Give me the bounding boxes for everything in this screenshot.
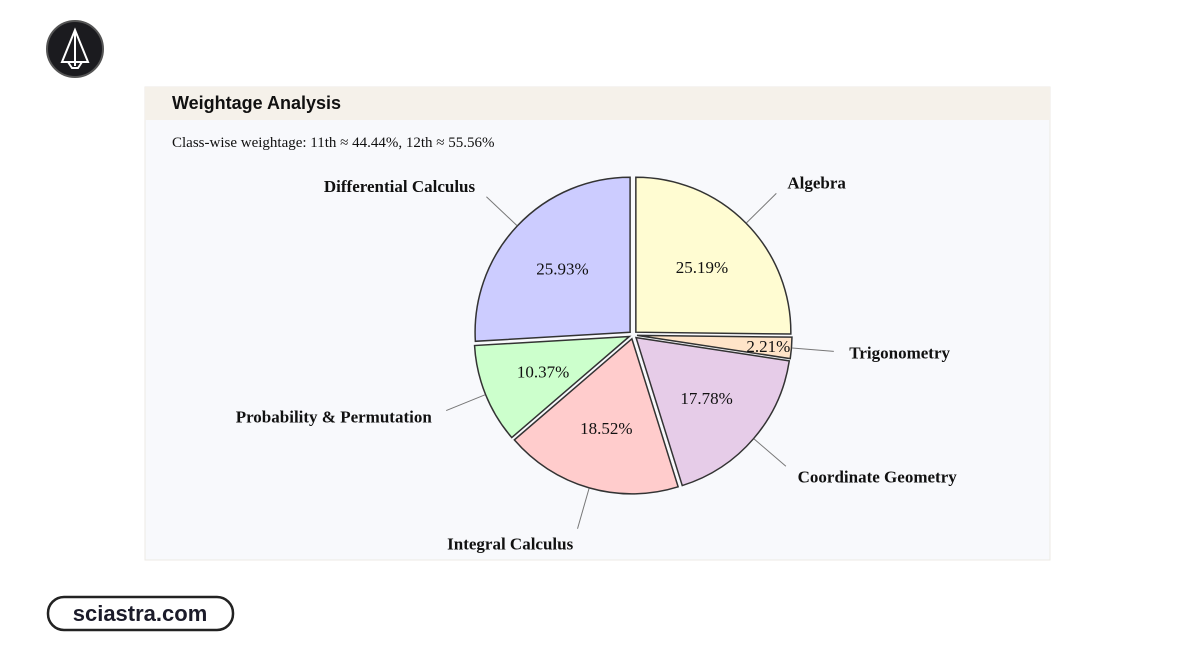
slice-category-label: Integral Calculus (447, 535, 573, 554)
slice-value-label: 18.52% (580, 419, 632, 438)
slice-category-label: Probability & Permutation (236, 407, 433, 426)
leader-line (753, 438, 787, 467)
leader-line (746, 193, 777, 224)
leader-line (792, 347, 834, 352)
slice-value-label: 25.19% (676, 258, 728, 277)
logo (46, 20, 104, 78)
pie-slice (473, 335, 632, 439)
panel-header (145, 87, 1050, 120)
pie-slice (474, 176, 631, 343)
slice-value-label: 10.37% (517, 362, 569, 381)
panel-title: Weightage Analysis (172, 93, 341, 113)
brand-badge (46, 595, 235, 632)
pie-slice (513, 337, 680, 495)
slice-category-label: Coordinate Geometry (798, 467, 958, 486)
pie-slice (636, 334, 793, 360)
pie-slice (634, 336, 791, 487)
slice-category-label: Algebra (787, 173, 846, 192)
slice-value-label: 2.21% (746, 337, 790, 356)
pie-slice (635, 176, 792, 335)
slice-value-label: 17.78% (680, 389, 732, 408)
pie-chart: 25.19% Algebra 2.21% Trigonometry 17.78% Coor… (236, 173, 958, 553)
slice-value-label: 25.93% (536, 259, 588, 278)
slice-category-label: Differential Calculus (324, 177, 476, 196)
brand: sciastra.com (73, 601, 208, 626)
leader-line (486, 196, 518, 226)
leader-line (446, 394, 486, 411)
slice-category-label: Trigonometry (849, 344, 950, 363)
chart-subtitle: Class-wise weightage: 11th ≈ 44.44%, 12t… (172, 135, 495, 151)
leader-line (577, 488, 590, 529)
